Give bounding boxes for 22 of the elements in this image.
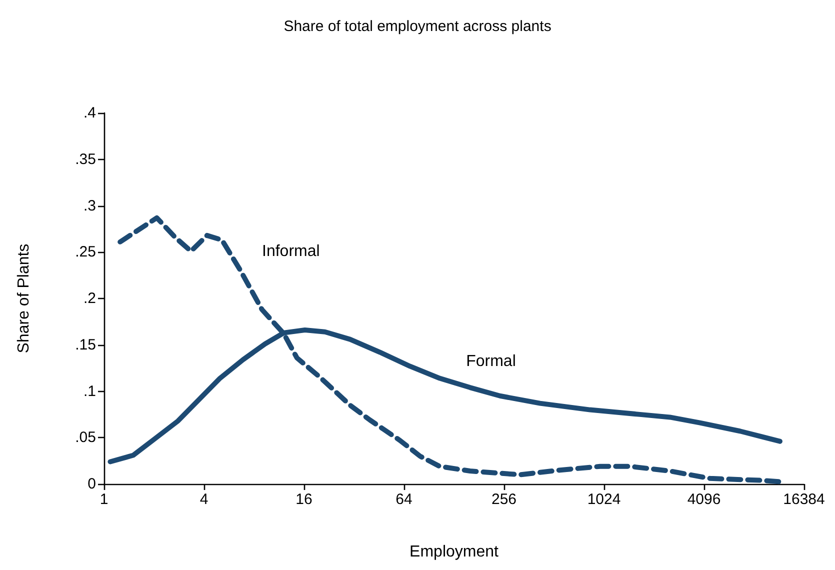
y-tick-label: .25 — [75, 244, 96, 261]
x-tick-label: 16 — [296, 491, 312, 508]
y-tick-label: .15 — [75, 336, 96, 354]
y-tick-label: .4 — [83, 104, 96, 122]
x-tick-label: 4 — [200, 491, 208, 508]
x-tick-label: 1024 — [587, 491, 621, 508]
y-axis-title: Share of Plants — [16, 244, 32, 354]
x-axis-title: Employment — [410, 544, 500, 560]
series-label: Informal — [262, 243, 320, 260]
chart-title: Share of total employment across plants — [284, 18, 552, 35]
x-tick-label: 64 — [396, 491, 412, 508]
y-tick-label: .1 — [83, 382, 96, 400]
series-label: Formal — [466, 353, 516, 370]
y-tick-label: 0 — [88, 476, 96, 492]
y-tick-label: .35 — [75, 150, 96, 168]
x-tick-label: 16384 — [783, 491, 825, 508]
x-tick-label: 4096 — [687, 491, 721, 508]
x-tick-label: 256 — [491, 491, 517, 508]
y-tick-label: .05 — [75, 429, 96, 446]
y-tick-label: .3 — [83, 197, 96, 214]
x-tick-label: 1 — [100, 491, 108, 508]
y-tick-label: .2 — [83, 290, 96, 307]
